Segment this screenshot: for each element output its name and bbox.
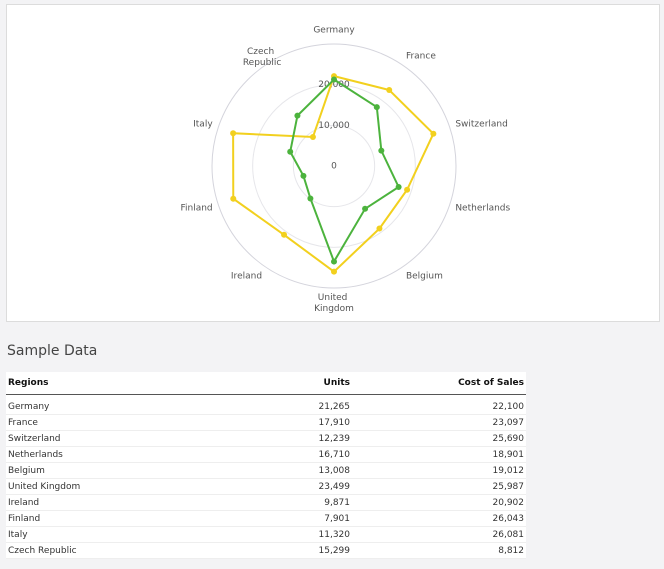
data-point — [376, 225, 383, 232]
table-cell: Ireland — [6, 494, 178, 511]
table-cell: 18,901 — [352, 446, 526, 463]
table-cell: 25,987 — [352, 478, 526, 495]
table-cell: 25,690 — [352, 430, 526, 447]
table-row: Czech Republic 15,299 8,812 — [6, 542, 526, 559]
table-cell: 11,320 — [178, 526, 352, 543]
grid-ring — [292, 124, 376, 208]
data-point — [307, 195, 314, 202]
category-label: Netherlands — [455, 204, 510, 214]
table-cell: 26,081 — [352, 526, 526, 543]
data-point — [331, 76, 337, 83]
table-cell: Italy — [6, 526, 178, 543]
table-cell: 12,239 — [178, 430, 352, 447]
column-header: Regions — [6, 372, 178, 395]
table-cell: Switzerland — [6, 430, 178, 447]
table-cell: 21,265 — [178, 394, 352, 415]
header-row: Regions Units Cost of Sales — [6, 372, 526, 395]
category-label: Czech Republic — [243, 46, 282, 67]
table-cell: Czech Republic — [6, 542, 178, 559]
column-header: Cost of Sales — [352, 372, 526, 395]
series-line — [289, 78, 400, 264]
data-point — [430, 130, 437, 137]
table-cell: Germany — [6, 394, 178, 415]
category-label: Germany — [313, 26, 355, 36]
table-row: Ireland 9,871 20,902 — [6, 494, 526, 511]
table-row: France 17,910 23,097 — [6, 414, 526, 431]
r-tick-label: 10,000 — [318, 121, 350, 131]
radar-chart: 0 10,000 20,000 Germany France Switzerland Net… — [180, 26, 510, 314]
table-cell: Netherlands — [6, 446, 178, 463]
data-point — [386, 87, 393, 94]
data-point — [309, 134, 316, 141]
data-table: Regions Units Cost of Sales Germany 21,265 2… — [6, 372, 526, 559]
table-cell: France — [6, 414, 178, 431]
series-line — [232, 74, 435, 273]
table-cell: Finland — [6, 510, 178, 527]
table-row: Netherlands 16,710 18,901 — [6, 446, 526, 463]
data-point — [373, 104, 380, 111]
table-cell: 26,043 — [352, 510, 526, 527]
table-cell: 23,499 — [178, 478, 352, 495]
category-label: United Kingdom — [314, 293, 354, 314]
table-row: United Kingdom 23,499 25,987 — [6, 478, 526, 495]
table-cell: 23,097 — [352, 414, 526, 431]
table-cell: 15,299 — [178, 542, 352, 559]
table-cell: 8,812 — [352, 542, 526, 559]
radar-frame — [211, 43, 457, 289]
table-cell: United Kingdom — [6, 478, 178, 495]
table-cell: 20,902 — [352, 494, 526, 511]
column-header: Units — [178, 372, 352, 395]
data-point — [395, 183, 402, 190]
data-point — [300, 172, 307, 179]
r-tick-label: 0 — [331, 162, 337, 172]
data-point — [294, 112, 301, 119]
category-label: Italy — [193, 119, 213, 129]
grid-ring — [252, 84, 416, 248]
category-label: Ireland — [231, 272, 262, 282]
category-label: Switzerland — [455, 119, 508, 129]
section-title: Sample Data — [7, 343, 98, 359]
table-cell: 16,710 — [178, 446, 352, 463]
data-point — [287, 148, 294, 155]
r-tick-label: 20,000 — [318, 80, 350, 90]
data-point — [331, 258, 337, 265]
category-label: Belgium — [406, 272, 443, 282]
data-point — [230, 195, 237, 202]
table-row: Italy 11,320 26,081 — [6, 526, 526, 543]
table-cell: 17,910 — [178, 414, 352, 431]
data-point — [281, 231, 288, 238]
table-cell: Belgium — [6, 462, 178, 479]
chart-card: 0 10,000 20,000 Germany France Switzerland Net… — [6, 4, 660, 322]
category-label: Finland — [180, 204, 212, 214]
table-cell: 9,871 — [178, 494, 352, 511]
data-point — [404, 186, 411, 193]
table-cell: 13,008 — [178, 462, 352, 479]
table-cell: 22,100 — [352, 394, 526, 415]
table-row: Finland 7,901 26,043 — [6, 510, 526, 527]
category-label: France — [406, 51, 436, 61]
table-cell: 7,901 — [178, 510, 352, 527]
table-cell: 19,012 — [352, 462, 526, 479]
data-point — [378, 147, 385, 154]
table-row: Belgium 13,008 19,012 — [6, 462, 526, 479]
data-point — [331, 268, 337, 275]
data-point — [230, 130, 237, 137]
table-row: Switzerland 12,239 25,690 — [6, 430, 526, 447]
data-point — [362, 205, 369, 212]
table-row: Germany 21,265 22,100 — [6, 394, 526, 415]
